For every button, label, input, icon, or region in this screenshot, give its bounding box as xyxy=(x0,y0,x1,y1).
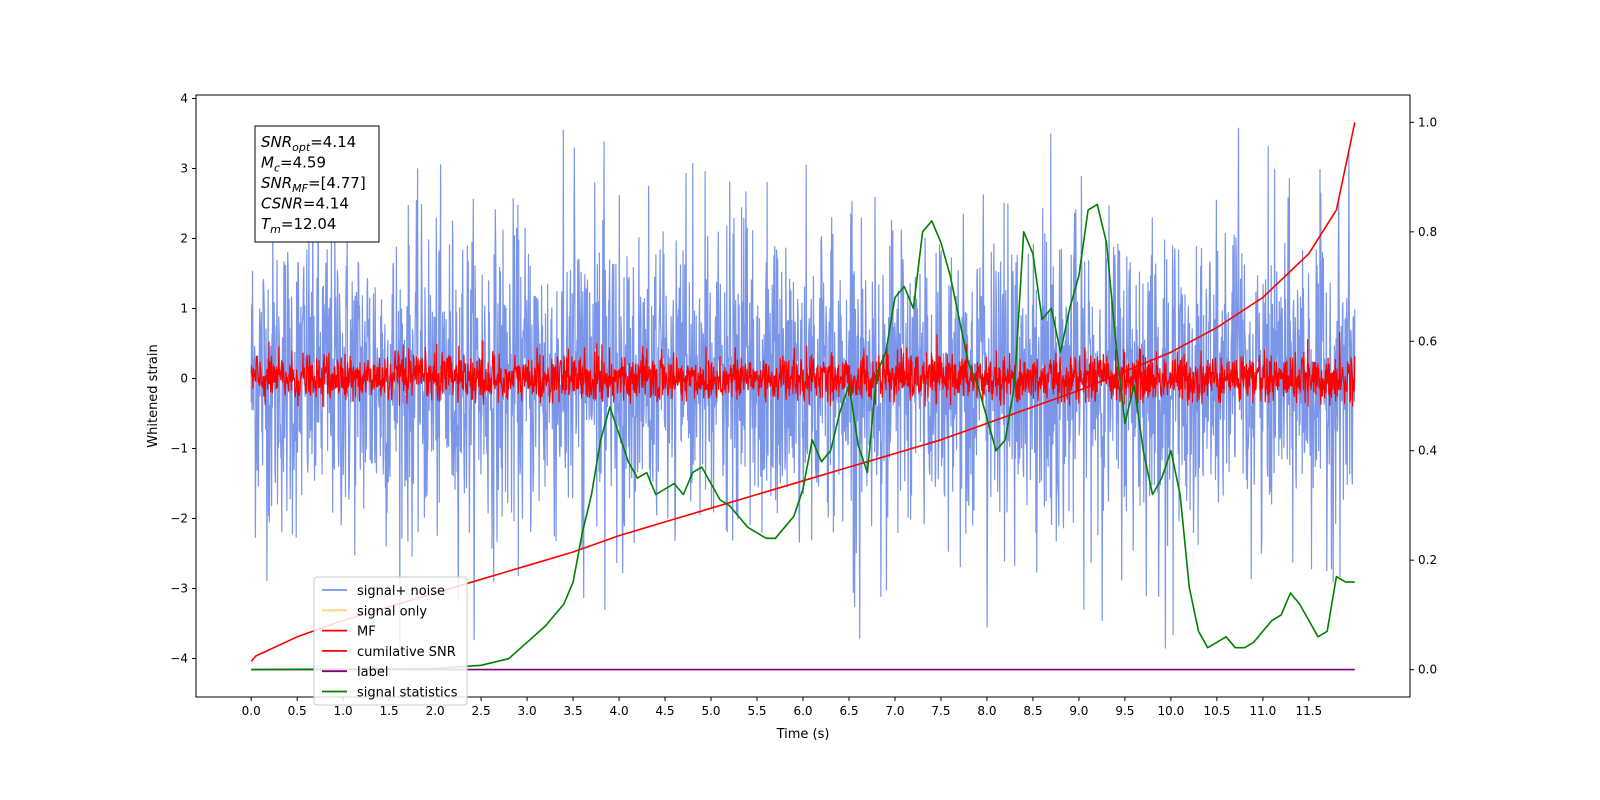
y2-tick-label: 0.4 xyxy=(1418,444,1437,458)
y-tick-label: 0 xyxy=(180,372,188,386)
y-tick-label: −2 xyxy=(170,512,188,526)
annotation-symbol: M xyxy=(261,154,274,172)
x-tick-label: 6.5 xyxy=(839,704,858,718)
legend-frame xyxy=(313,576,468,706)
legend: signal+ noise signal only MF cumilative SNR… xyxy=(313,576,468,706)
x-tick-label: 7.5 xyxy=(931,704,950,718)
x-tick-label: 2.5 xyxy=(472,704,491,718)
x-tick-label: 0.5 xyxy=(288,704,307,718)
series-mf-line xyxy=(250,331,1356,407)
legend-label: cumilative SNR xyxy=(357,645,456,660)
x-tick-label: 1.5 xyxy=(380,704,399,718)
x-axis-label: Time (s) xyxy=(776,727,830,742)
y-tick-label: 1 xyxy=(180,302,188,316)
y-tick-label: −4 xyxy=(170,652,188,666)
annotation-subscript: m xyxy=(270,223,281,236)
annotation-subscript: MF xyxy=(292,182,308,195)
annotation-value: =4.59 xyxy=(280,154,326,172)
annotation-value: =4.14 xyxy=(310,133,356,151)
annotation-symbol: T xyxy=(261,215,272,233)
legend-label: label xyxy=(357,665,388,680)
y-tick-label: −3 xyxy=(170,582,188,596)
annotation-value: =12.04 xyxy=(281,215,337,233)
y-tick-label: 4 xyxy=(180,92,188,106)
annotation-symbol: SNR xyxy=(261,133,292,151)
x-tick-label: 1.0 xyxy=(334,704,353,718)
x-tick-label: 4.5 xyxy=(655,704,674,718)
y2-tick-label: 1.0 xyxy=(1418,115,1437,129)
y-axis-right: 0.0 0.2 0.4 0.6 0.8 1.0 xyxy=(1410,115,1437,677)
x-tick-label: 11.0 xyxy=(1249,704,1276,718)
x-tick-label: 9.5 xyxy=(1115,704,1134,718)
x-tick-label: 5.0 xyxy=(701,704,720,718)
annotation-frame xyxy=(254,125,380,243)
annotation-line: SNRMF=[4.77] xyxy=(261,174,366,195)
y2-tick-label: 0.6 xyxy=(1418,334,1437,348)
annotation-line: Tm=12.04 xyxy=(261,215,336,236)
x-tick-label: 5.5 xyxy=(747,704,766,718)
x-tick-label: 8.5 xyxy=(1023,704,1042,718)
x-tick-label: 3.5 xyxy=(564,704,583,718)
legend-label: signal only xyxy=(357,604,427,619)
annotation-subscript: opt xyxy=(292,141,311,154)
x-tick-label: 4.0 xyxy=(610,704,629,718)
annotation-line: CSNR=4.14 xyxy=(261,195,349,213)
legend-label: signal statistics xyxy=(357,686,458,701)
x-tick-label: 10.0 xyxy=(1158,704,1185,718)
x-tick-label: 11.5 xyxy=(1295,704,1322,718)
y2-tick-label: 0.0 xyxy=(1418,663,1437,677)
y2-tick-label: 0.8 xyxy=(1418,225,1437,239)
x-tick-label: 3.0 xyxy=(518,704,537,718)
x-tick-label: 0.0 xyxy=(242,704,261,718)
annotation-value: =[4.77] xyxy=(308,174,366,192)
y-axis-label: Whitened strain xyxy=(146,344,161,447)
x-tick-label: 8.0 xyxy=(977,704,996,718)
annotation-line: Mc=4.59 xyxy=(261,154,326,175)
y-tick-label: −1 xyxy=(170,442,188,456)
x-axis: 0.0 0.5 1.0 1.5 2.0 2.5 3.0 3.5 4.0 4.5 5.0 5.5 6.0 6… xyxy=(242,697,1322,718)
x-tick-label: 7.0 xyxy=(885,704,904,718)
annotation-subscript: c xyxy=(274,162,280,175)
y2-tick-label: 0.2 xyxy=(1418,553,1437,567)
y-tick-label: 2 xyxy=(180,232,188,246)
x-tick-label: 9.0 xyxy=(1069,704,1088,718)
y-tick-label: 3 xyxy=(180,162,188,176)
x-tick-label: 10.5 xyxy=(1204,704,1231,718)
annotation-line: SNRopt=4.14 xyxy=(261,133,356,154)
y-axis-left: 4 3 2 1 0 −1 −2 −3 −4 xyxy=(170,92,196,666)
annotation-symbol: SNR xyxy=(261,174,292,192)
series-signal-statistics-line xyxy=(251,203,1355,671)
annotation-symbol: CSNR xyxy=(261,195,303,213)
legend-label: signal+ noise xyxy=(357,584,445,599)
annotation-box: SNRopt=4.14Mc=4.59SNRMF=[4.77]CSNR=4.14T… xyxy=(254,125,380,243)
annotation-value: =4.14 xyxy=(303,195,349,213)
legend-label: MF xyxy=(357,625,376,640)
x-tick-label: 2.0 xyxy=(426,704,445,718)
x-tick-label: 6.0 xyxy=(793,704,812,718)
